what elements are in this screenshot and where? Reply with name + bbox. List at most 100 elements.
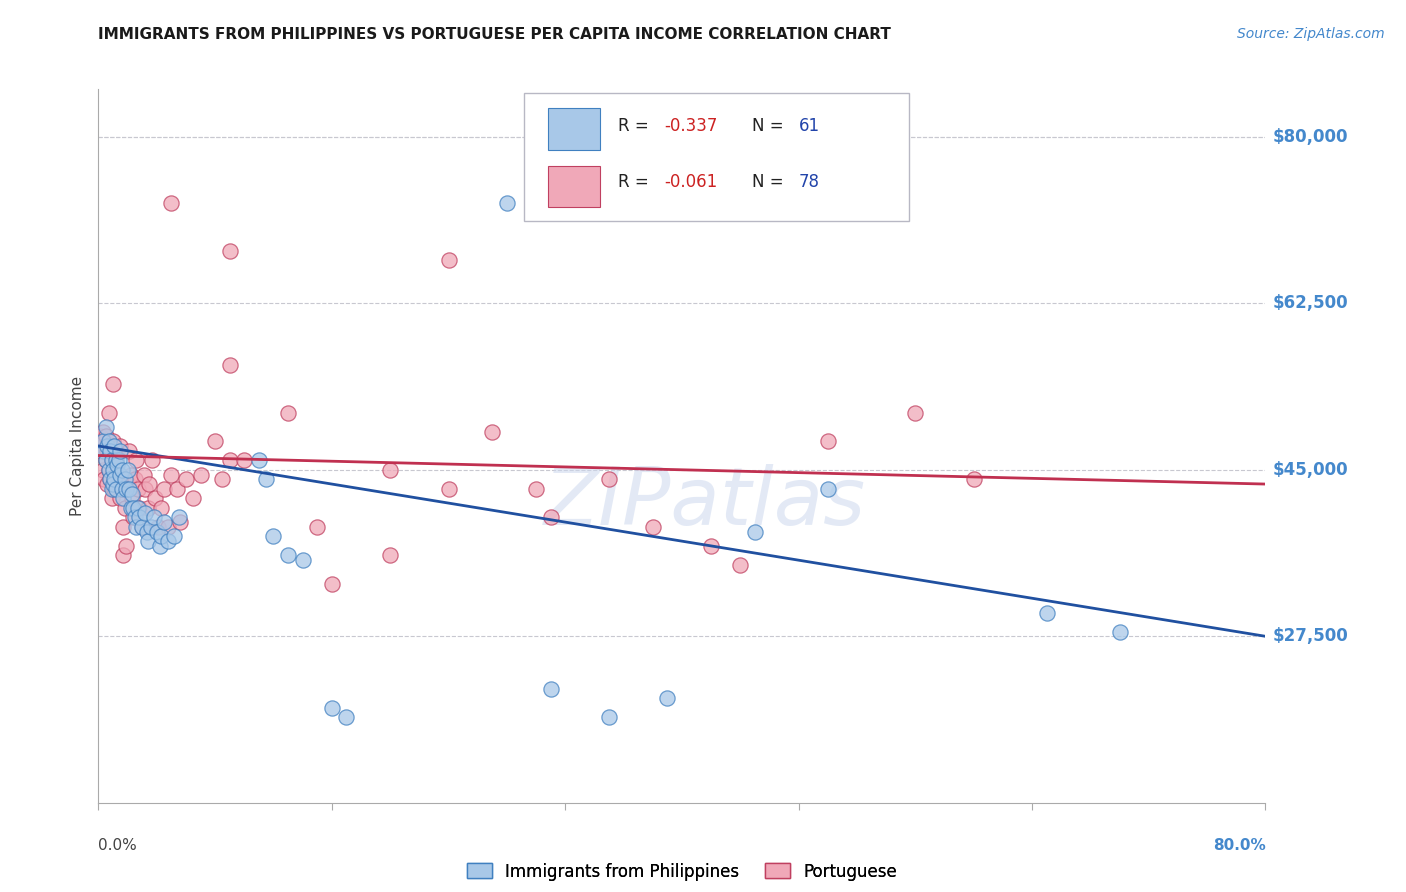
- Point: [94, 420, 117, 434]
- Point: [111, 482, 134, 496]
- Point: [233, 453, 256, 467]
- Point: [100, 453, 122, 467]
- Point: [149, 539, 172, 553]
- Point: [744, 524, 766, 539]
- Point: [104, 453, 127, 467]
- Point: [121, 486, 143, 500]
- Point: [89, 429, 111, 443]
- Point: [100, 482, 122, 496]
- Point: [122, 500, 145, 515]
- Point: [190, 467, 212, 482]
- Point: [97, 406, 120, 420]
- FancyBboxPatch shape: [548, 109, 600, 150]
- Point: [111, 463, 134, 477]
- Point: [160, 196, 183, 211]
- Point: [481, 425, 503, 439]
- Point: [93, 434, 115, 449]
- Point: [153, 515, 176, 529]
- Point: [98, 439, 121, 453]
- Point: [96, 443, 118, 458]
- Text: $27,500: $27,500: [1272, 627, 1348, 645]
- Point: [157, 520, 180, 534]
- Point: [128, 510, 150, 524]
- Text: -0.061: -0.061: [665, 173, 717, 191]
- Point: [146, 524, 169, 539]
- Point: [110, 443, 132, 458]
- Text: $45,000: $45,000: [1272, 461, 1348, 479]
- Point: [150, 500, 173, 515]
- FancyBboxPatch shape: [524, 93, 910, 221]
- Point: [598, 710, 620, 724]
- Point: [98, 472, 121, 486]
- Point: [262, 529, 284, 543]
- Point: [136, 500, 159, 515]
- Point: [1035, 606, 1057, 620]
- Point: [101, 377, 124, 392]
- Point: [138, 477, 160, 491]
- Point: [125, 520, 148, 534]
- Point: [1108, 624, 1130, 639]
- Point: [143, 491, 166, 506]
- Point: [124, 472, 146, 486]
- Text: Source: ZipAtlas.com: Source: ZipAtlas.com: [1237, 27, 1385, 41]
- Point: [218, 453, 240, 467]
- Point: [150, 529, 173, 543]
- Point: [101, 434, 124, 449]
- Text: IMMIGRANTS FROM PHILIPPINES VS PORTUGUESE PER CAPITA INCOME CORRELATION CHART: IMMIGRANTS FROM PHILIPPINES VS PORTUGUES…: [98, 27, 891, 42]
- Point: [105, 467, 128, 482]
- Legend: Immigrants from Philippines, Portuguese: Immigrants from Philippines, Portuguese: [461, 856, 903, 888]
- Point: [169, 515, 191, 529]
- Point: [121, 491, 143, 506]
- Point: [598, 472, 620, 486]
- Point: [135, 524, 157, 539]
- Point: [378, 463, 402, 477]
- Point: [114, 472, 136, 486]
- Point: [141, 453, 163, 467]
- Point: [91, 463, 114, 477]
- Point: [157, 534, 180, 549]
- Point: [110, 439, 132, 453]
- Point: [132, 467, 155, 482]
- Text: 78: 78: [799, 173, 820, 191]
- Point: [103, 472, 125, 486]
- Point: [218, 244, 240, 258]
- Text: R =: R =: [617, 118, 654, 136]
- Point: [540, 681, 562, 696]
- Point: [700, 539, 723, 553]
- Point: [124, 510, 146, 524]
- Point: [117, 463, 139, 477]
- Point: [94, 453, 117, 467]
- Text: R =: R =: [617, 173, 654, 191]
- Point: [254, 472, 277, 486]
- Point: [98, 472, 121, 486]
- Point: [134, 482, 156, 496]
- Point: [103, 439, 125, 453]
- Point: [817, 482, 839, 496]
- Point: [100, 491, 122, 506]
- Point: [142, 510, 165, 524]
- Point: [112, 491, 135, 506]
- Point: [131, 520, 153, 534]
- Point: [166, 482, 188, 496]
- Point: [118, 443, 141, 458]
- Point: [524, 482, 547, 496]
- Point: [97, 463, 120, 477]
- Point: [125, 453, 148, 467]
- Text: 0.0%: 0.0%: [98, 838, 138, 854]
- FancyBboxPatch shape: [548, 166, 600, 207]
- Point: [104, 449, 127, 463]
- Point: [96, 477, 118, 491]
- Point: [93, 472, 115, 486]
- Point: [96, 439, 118, 453]
- Point: [904, 406, 927, 420]
- Point: [657, 691, 679, 706]
- Point: [91, 425, 114, 439]
- Point: [335, 710, 357, 724]
- Point: [148, 520, 170, 534]
- Point: [136, 534, 159, 549]
- Point: [94, 453, 117, 467]
- Point: [127, 482, 149, 496]
- Point: [321, 700, 343, 714]
- Point: [101, 463, 124, 477]
- Text: $80,000: $80,000: [1272, 128, 1348, 145]
